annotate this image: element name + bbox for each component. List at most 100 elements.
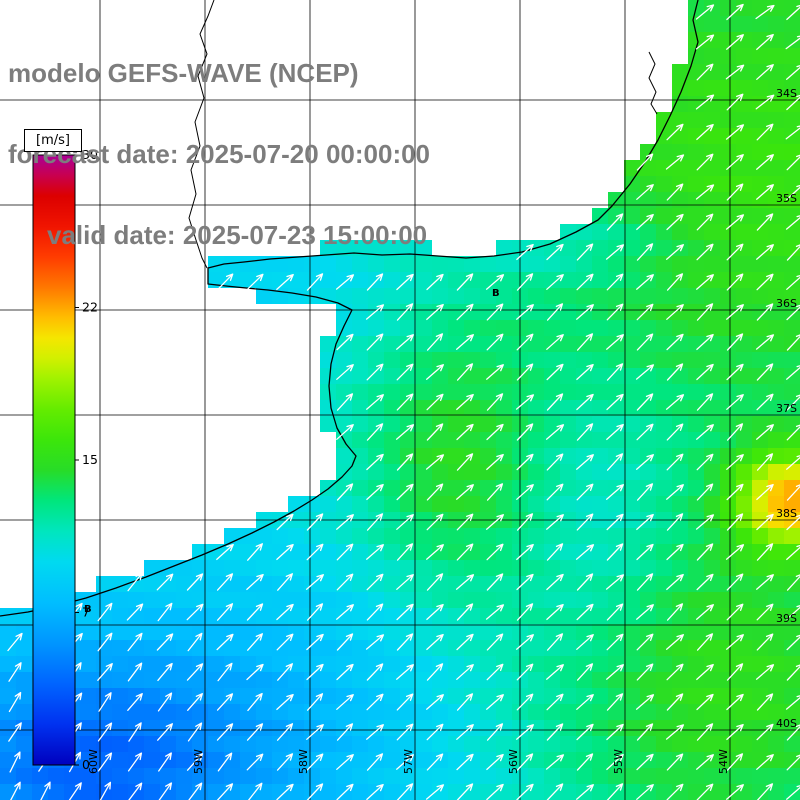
wave-cell (368, 400, 384, 416)
wind-arrow (366, 363, 384, 381)
wave-cell (656, 208, 672, 224)
wave-cell (544, 272, 560, 288)
wave-cell (352, 768, 368, 784)
wave-cell (576, 256, 592, 272)
wave-cell (608, 224, 624, 240)
wave-cell (736, 352, 752, 368)
wave-cell (0, 720, 16, 736)
wave-cell (384, 784, 400, 800)
wave-cell (768, 48, 784, 64)
wave-cell (672, 176, 688, 192)
wind-arrow (515, 394, 535, 410)
wind-arrow (8, 691, 22, 713)
wind-arrow (366, 544, 384, 560)
wind-arrow (786, 4, 800, 21)
wind-arrow (575, 544, 595, 560)
wave-cell (304, 656, 320, 672)
wave-cell (560, 576, 576, 592)
wave-cell (544, 704, 560, 720)
wave-cell (368, 368, 384, 384)
wave-cell (624, 384, 640, 400)
wave-cell (480, 336, 496, 352)
wave-cell (736, 416, 752, 432)
lon-label: 59W (192, 749, 205, 774)
wind-arrow (696, 783, 714, 800)
wave-cell (528, 400, 544, 416)
wave-cell (416, 320, 432, 336)
wind-arrow (756, 393, 774, 411)
wind-arrow (665, 154, 685, 170)
wind-arrow (636, 153, 654, 171)
wave-cell (672, 464, 688, 480)
wave-cell (336, 560, 352, 576)
wave-cell (752, 768, 768, 784)
wave-cell (496, 400, 512, 416)
wave-cell (672, 224, 688, 240)
wave-cell (656, 624, 672, 640)
wave-cell (688, 624, 704, 640)
wind-arrow (606, 783, 624, 800)
wave-cell (624, 464, 640, 480)
wave-cell (752, 176, 768, 192)
wave-cell (176, 592, 192, 608)
wave-cell (704, 784, 720, 800)
wave-cell (240, 656, 256, 672)
wave-cell (336, 656, 352, 672)
wave-cell (432, 608, 448, 624)
wave-cell (576, 240, 592, 256)
wind-arrow (666, 423, 684, 441)
wave-cell (672, 656, 688, 672)
wind-arrow (516, 603, 534, 621)
wave-cell (448, 288, 464, 304)
wave-cell (736, 288, 752, 304)
wave-cell (352, 688, 368, 704)
wave-cell (656, 160, 672, 176)
wind-arrow (456, 603, 474, 621)
wave-cell (544, 432, 560, 448)
wave-cell (704, 608, 720, 624)
wave-cell (112, 672, 128, 688)
wave-cell (544, 592, 560, 608)
wave-cell (496, 336, 512, 352)
wave-cell (560, 304, 576, 320)
wave-cell (784, 736, 800, 752)
wind-arrow (755, 334, 775, 350)
wave-cell (672, 544, 688, 560)
wave-cell (288, 576, 304, 592)
wave-cell (736, 448, 752, 464)
wave-cell (592, 768, 608, 784)
wave-cell (448, 592, 464, 608)
wave-cell (624, 624, 640, 640)
wind-arrow (576, 363, 594, 381)
wave-cell (624, 288, 640, 304)
wind-arrow (157, 723, 173, 741)
wave-cell (784, 304, 800, 320)
wave-cell (192, 784, 208, 800)
wave-cell (80, 768, 96, 784)
wave-cell (560, 240, 576, 256)
wind-arrow (546, 363, 564, 381)
wind-arrow (756, 603, 774, 621)
wave-cell (560, 528, 576, 544)
wind-arrow (395, 424, 415, 440)
wind-arrow (636, 454, 654, 470)
wave-cell (688, 784, 704, 800)
wave-cell (656, 192, 672, 208)
wind-arrow (666, 453, 684, 471)
wave-cell (368, 496, 384, 512)
wave-cell (608, 368, 624, 384)
wind-arrow (516, 693, 534, 711)
wave-cell (768, 176, 784, 192)
wave-cell (688, 48, 704, 64)
wave-cell (688, 496, 704, 512)
wave-cell (112, 736, 128, 752)
wave-cell (608, 272, 624, 288)
wave-cell (576, 640, 592, 656)
wave-cell (592, 560, 608, 576)
wave-cell (480, 480, 496, 496)
wind-arrow (726, 423, 744, 441)
wind-arrow (545, 424, 565, 440)
wave-cell (576, 320, 592, 336)
wave-cell (656, 704, 672, 720)
wave-cell (704, 224, 720, 240)
